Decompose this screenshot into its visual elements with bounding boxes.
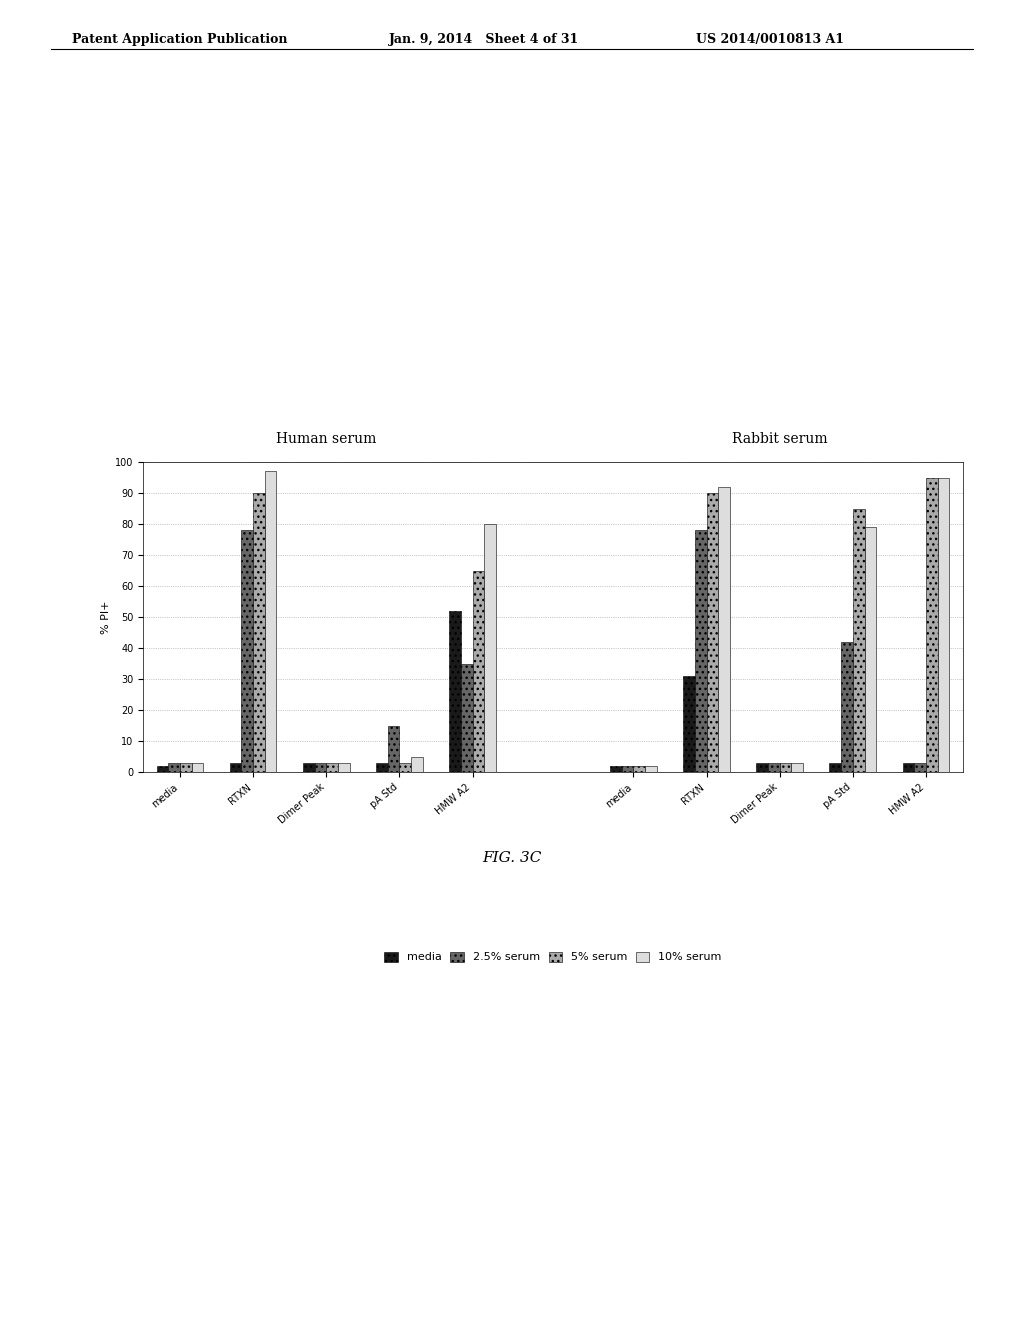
Bar xyxy=(645,766,656,772)
Bar xyxy=(622,766,634,772)
Bar xyxy=(634,766,645,772)
Bar xyxy=(180,763,191,772)
Bar xyxy=(902,763,914,772)
Bar xyxy=(157,766,168,772)
Bar xyxy=(841,642,853,772)
Bar xyxy=(792,763,803,772)
Bar xyxy=(229,763,242,772)
Bar xyxy=(411,756,423,772)
Bar xyxy=(829,763,841,772)
Bar xyxy=(926,478,938,772)
Bar xyxy=(718,487,730,772)
Bar xyxy=(864,527,877,772)
Bar xyxy=(450,611,461,772)
Bar xyxy=(472,570,484,772)
Bar xyxy=(695,531,707,772)
Text: Jan. 9, 2014   Sheet 4 of 31: Jan. 9, 2014 Sheet 4 of 31 xyxy=(389,33,580,46)
Bar xyxy=(461,664,472,772)
Y-axis label: % PI+: % PI+ xyxy=(101,601,111,634)
Text: Rabbit serum: Rabbit serum xyxy=(732,433,827,446)
Bar xyxy=(191,763,204,772)
Bar xyxy=(683,676,695,772)
Bar xyxy=(314,763,327,772)
Bar xyxy=(376,763,388,772)
Text: US 2014/0010813 A1: US 2014/0010813 A1 xyxy=(696,33,845,46)
Bar xyxy=(484,524,496,772)
Bar xyxy=(853,508,864,772)
Bar xyxy=(303,763,314,772)
Text: Human serum: Human serum xyxy=(276,433,377,446)
Bar xyxy=(242,531,253,772)
Bar xyxy=(338,763,349,772)
Bar xyxy=(168,763,180,772)
Bar xyxy=(327,763,338,772)
Bar xyxy=(388,726,399,772)
Bar xyxy=(265,471,276,772)
Bar xyxy=(707,494,718,772)
Bar xyxy=(914,763,926,772)
Bar xyxy=(399,763,411,772)
Bar xyxy=(757,763,768,772)
Legend: media, 2.5% serum, 5% serum, 10% serum: media, 2.5% serum, 5% serum, 10% serum xyxy=(381,948,725,966)
Bar xyxy=(610,766,622,772)
Bar xyxy=(768,763,779,772)
Text: Patent Application Publication: Patent Application Publication xyxy=(72,33,287,46)
Bar xyxy=(779,763,792,772)
Bar xyxy=(253,494,265,772)
Bar xyxy=(938,478,949,772)
Text: FIG. 3C: FIG. 3C xyxy=(482,851,542,866)
